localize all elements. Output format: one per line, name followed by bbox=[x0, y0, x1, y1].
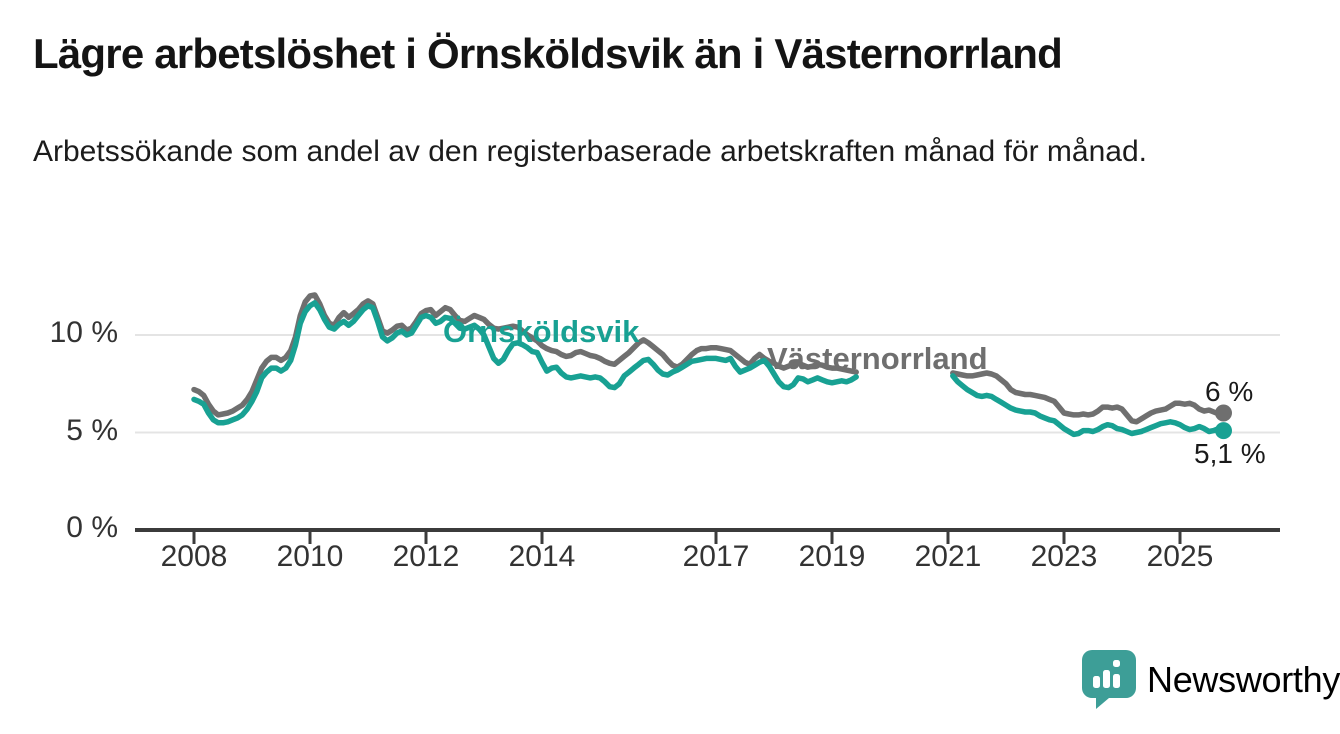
y-axis-label-5pct: 5 % bbox=[66, 413, 118, 447]
end-value-label-ornskoldsvik: 5,1 % bbox=[1194, 438, 1266, 469]
series-line-ornskoldsvik-seg1 bbox=[191, 300, 859, 426]
x-axis-label-2014: 2014 bbox=[508, 540, 576, 573]
series-label-vasternorrland: Västernorrland bbox=[767, 341, 988, 376]
y-axis-label-0pct: 0 % bbox=[66, 511, 118, 544]
x-axis-label-2023: 2023 bbox=[1030, 540, 1098, 573]
x-axis-label-2019: 2019 bbox=[798, 540, 866, 573]
chart-title: Lägre arbetslöshet i Örnsköldsvik än i V… bbox=[33, 30, 1063, 77]
end-dot-ornskoldsvik bbox=[1215, 422, 1232, 440]
series-line-ornskoldsvik-seg2 bbox=[950, 373, 1227, 438]
series-label-ornskoldsvik: Örnsköldsvik bbox=[443, 314, 640, 349]
y-axis-label-10pct: 10 % bbox=[49, 316, 118, 349]
x-axis-label-2021: 2021 bbox=[914, 540, 982, 573]
chart-subtitle: Arbetssökande som andel av den registerb… bbox=[33, 135, 1147, 168]
x-axis-label-2017: 2017 bbox=[682, 540, 750, 573]
x-axis-label-2008: 2008 bbox=[160, 540, 228, 573]
series-line-vasternorrland-seg1 bbox=[191, 292, 859, 418]
x-axis-label-2010: 2010 bbox=[276, 540, 344, 573]
bar-chart-speech-bubble-icon bbox=[1082, 650, 1136, 709]
end-dot-vasternorrland bbox=[1215, 404, 1232, 422]
x-axis-label-2025: 2025 bbox=[1146, 540, 1214, 573]
newsworthy-branding: Newsworthy bbox=[1082, 650, 1340, 710]
newsworthy-wordmark: Newsworthy bbox=[1147, 659, 1340, 700]
end-value-label-vasternorrland: 6 % bbox=[1205, 376, 1254, 407]
series-line-vasternorrland-seg2 bbox=[950, 370, 1227, 425]
x-axis-label-2012: 2012 bbox=[392, 540, 460, 573]
